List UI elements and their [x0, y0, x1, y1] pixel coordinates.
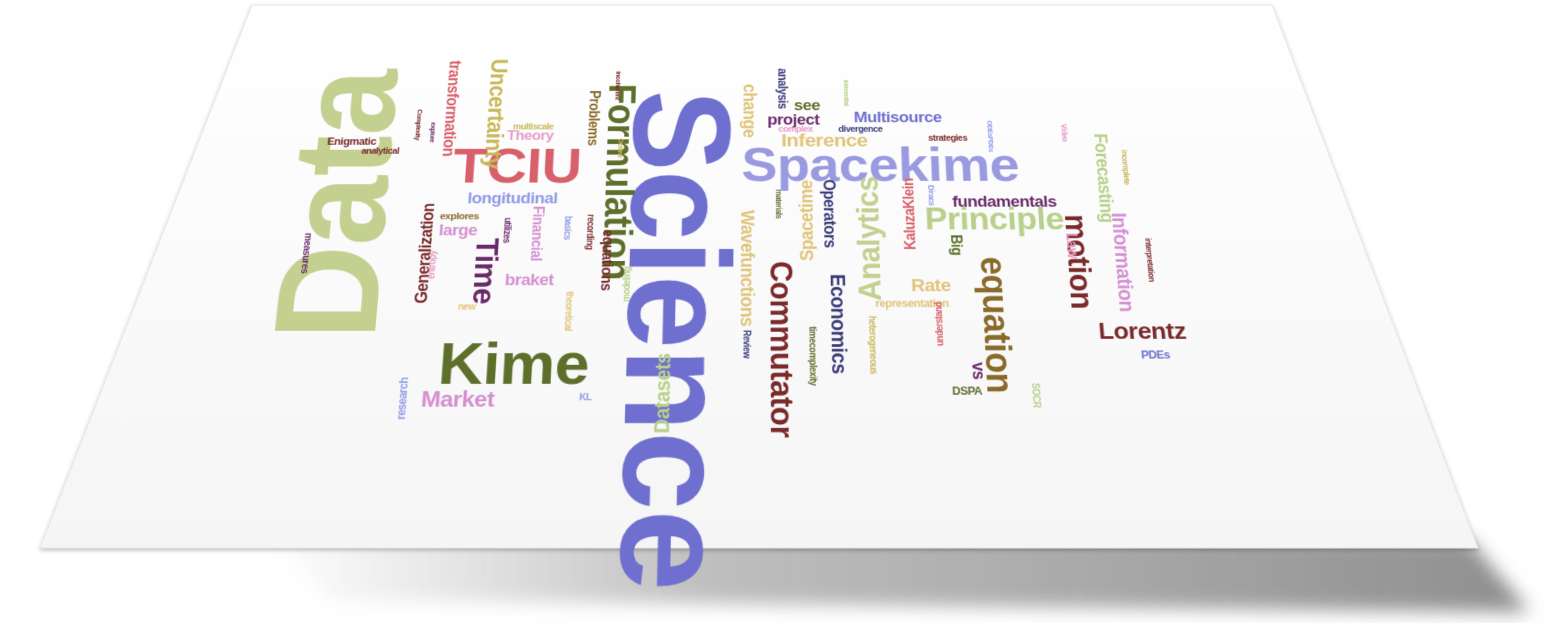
word-strategies: strategies	[927, 134, 968, 144]
word-longitudinal: longitudinal	[466, 190, 558, 207]
word-video: Video	[1059, 123, 1070, 142]
word-socr: SOCR	[1029, 382, 1042, 408]
word-enigmatic: Enigmatic	[326, 135, 377, 148]
word-kime: Kime	[436, 331, 591, 397]
word-wavefunctions: Wavefunctions	[735, 210, 758, 327]
word-commutator: Commutator	[762, 260, 801, 438]
word-analytics: Analytics	[849, 176, 889, 301]
word-economics: Economics	[825, 273, 852, 374]
word-cloud: Data Science Spacekime TCIU Kime Formulation P…	[0, 53, 1545, 603]
word-modeling: modeling	[621, 266, 634, 302]
word-datasets: Datasets	[649, 353, 676, 434]
word-kl: KL	[579, 392, 592, 404]
word-operators: Operators	[819, 179, 840, 248]
word-entropy: entropy	[426, 250, 440, 280]
word-equations: equations	[597, 229, 616, 291]
word-uncertainty: Uncertainty	[478, 58, 514, 169]
word-problems: Problems	[584, 90, 603, 146]
word-divergence: divergence	[838, 125, 883, 135]
word-braket: braket	[504, 271, 555, 289]
word-data: Data	[242, 69, 428, 340]
word-spacetime: Spacetime	[796, 180, 819, 261]
word-research: research	[393, 377, 412, 420]
word-financial: Financial	[526, 205, 546, 261]
word-pdes: PDEs	[1140, 348, 1171, 362]
word-dspa: DSPA	[951, 384, 983, 398]
word-review: Review	[740, 329, 752, 359]
word-new: new	[457, 302, 476, 313]
word-utilizes: utilizes	[500, 217, 513, 243]
word-lorentz: Lorentz	[1097, 317, 1188, 345]
word-materials: materials	[774, 189, 784, 219]
word-interpretation: interpretation	[1143, 237, 1157, 282]
word-complexity: Complexity	[413, 109, 425, 141]
word-theory: Theory	[506, 129, 554, 144]
word-understand: understand	[933, 302, 947, 346]
word-theoretical: theoretical	[561, 291, 575, 331]
word-time: Time	[464, 237, 506, 305]
word-see: see	[793, 97, 821, 114]
word-analytical: analytical	[360, 147, 400, 157]
word-heterogeneous: heterogeneous	[865, 315, 879, 375]
word-big: Big	[947, 234, 965, 256]
word-incoherent: incoherent	[613, 71, 623, 100]
word-explore: explore	[427, 122, 438, 143]
word-timecomplexity: timecomplexity	[806, 326, 818, 386]
word-market: Market	[420, 387, 495, 413]
word-explores: explores	[439, 211, 480, 222]
word-rate: Rate	[910, 276, 952, 296]
word-fundamentals: fundamentals	[951, 193, 1058, 211]
word-multisource: Multisource	[853, 109, 942, 126]
word-information: Information	[1107, 212, 1140, 312]
word-change: change	[738, 83, 760, 138]
word-inference: Inference	[781, 130, 868, 151]
word-motion: motion	[1057, 214, 1101, 310]
word-law: Law	[1062, 232, 1081, 259]
word-outline: Outline	[616, 138, 626, 158]
word-incomplete: incomplete	[1119, 149, 1132, 185]
word-tciu: TCIU	[451, 138, 583, 194]
word-vs: vs	[968, 362, 989, 380]
word-basics: basics	[561, 215, 573, 240]
word-complex: complex	[778, 125, 813, 135]
word-forecasting: Forecasting	[1089, 133, 1118, 223]
word-inferential: inferential	[841, 79, 851, 106]
word-analysis: analysis	[775, 68, 791, 109]
word-large: large	[438, 221, 478, 239]
word-multiscale: multiscale	[512, 122, 554, 132]
word-recording: recording	[583, 214, 596, 250]
word-odespdes: ODEsPDEs	[985, 120, 996, 152]
word-kaluzaklein: KaluzaKlein	[900, 178, 920, 250]
word-diracs: Diracs	[926, 185, 937, 206]
